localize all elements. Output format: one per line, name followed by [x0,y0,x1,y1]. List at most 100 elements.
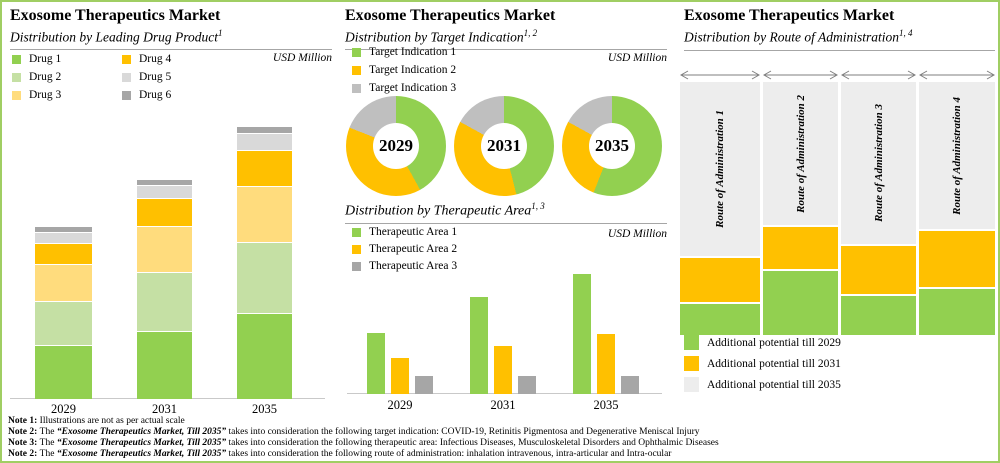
legend-item-label: Additional potential till 2029 [707,336,841,349]
legend-swatch-icon [12,54,21,64]
column-segment-2031 [763,227,838,269]
legend-swatch-icon [352,261,361,271]
panel-target-indication-header: Exosome Therapeutics Market Distribution… [345,7,667,64]
column-segment-2035: Route of Administration 3 [841,82,916,244]
legend-item: Additional potential till 2031 [684,356,841,371]
bar-segment [35,302,92,345]
column-rotated-label: Route of Administration 3 [872,104,885,222]
column-segment-2031 [680,258,760,302]
grouped-bar [494,346,512,394]
legend-item: Drug 1 [12,53,61,65]
legend-item-label: Drug 2 [29,71,62,83]
stacked-bar [35,122,92,399]
legend-swatch-icon [684,335,699,350]
footnotes: Note 1: Illustrations are not as per act… [8,416,998,460]
panel-subtitle: Distribution by Target Indication1, 2 [345,25,667,46]
stacked-column: Route of Administration 4 [919,82,995,335]
legend-swatch-icon [352,244,361,254]
legend-item-label: Additional potential till 2035 [707,378,841,391]
subtitle-footnote-marker: 1 [218,28,223,38]
donut-chart: 2029 [346,96,446,196]
footnote-line: Note 2: The “Exosome Therapeutics Market… [8,427,700,437]
grouped-bar-chart-therapeutic-area: 2029 2031 2035 [347,267,662,412]
bar-segment [137,180,192,185]
bar-segment [237,187,292,242]
bar-segment [237,127,292,133]
legend-item: Target Indication 2 [352,64,456,76]
column-segment-2035: Route of Administration 4 [919,82,995,229]
donut-charts-target-indication: 2029 2031 2035 [346,96,662,196]
panel-route-administration-header: Exosome Therapeutics Market Distribution… [684,7,995,51]
legend-swatch-icon [122,54,131,64]
unit-label: USD Million [272,51,332,64]
market-name: “Exosome Therapeutics Market, Till 2035” [56,449,227,459]
legend-therapeutic-area: Therapeutic Area 1 Therapeutic Area 2 Ther… [352,226,572,280]
bar-segment [237,151,292,186]
stacked-column: Route of Administration 2 [763,82,838,335]
footnote-label: Note 2: [8,449,40,459]
unit-label: USD Million [607,51,667,64]
donut-year-label: 2031 [487,136,521,155]
legend-swatch-icon [352,65,361,75]
legend-item-label: Therapeutic Area 1 [369,226,458,238]
grouped-bar [470,297,488,394]
double-arrow-icon [840,68,917,86]
bar-segment [35,227,92,232]
panel-subtitle: Distribution by Leading Drug Product1 [10,25,332,46]
footnote-line: Note 3: The “Exosome Therapeutics Market… [8,438,719,448]
legend-item-label: Target Indication 1 [369,46,457,58]
column-rotated-label: Route of Administration 4 [951,96,963,215]
column-segment-2035: Route of Administration 2 [763,82,838,225]
grouped-bar [621,376,639,394]
donut-year-label: 2035 [595,136,629,155]
donut-hole [481,123,527,169]
bar-segment [137,332,192,399]
x-tick-label: 2029 [51,402,76,416]
x-tick-label: 2031 [490,398,516,412]
legend-route-administration: Additional potential till 2029 Additional… [684,335,984,397]
subtitle-text: Distribution by Route of Administration [684,29,900,45]
column-rotated-label: Route of Administration 2 [794,94,807,213]
legend-item-label: Drug 1 [29,53,62,65]
legend-item: Drug 5 [122,71,171,83]
legend-item: Additional potential till 2035 [684,377,841,392]
bar-segment [237,314,292,399]
legend-item-label: Additional potential till 2031 [707,357,841,370]
stacked-column: Route of Administration 3 [841,82,916,335]
divider [345,48,667,50]
bar-segment [237,243,292,313]
bar-segment [137,199,192,226]
subtitle-footnote-marker: 1, 4 [899,28,913,38]
donut-hole [373,123,419,169]
legend-item: Drug 4 [122,53,171,65]
grouped-bar [518,376,536,394]
bar-segment [35,265,92,301]
market-name: “Exosome Therapeutics Market, Till 2035” [56,427,227,437]
footnote-label: Note 2: [8,427,40,437]
subtitle-text: Distribution by Therapeutic Area [345,203,532,219]
column-segment-2029 [680,304,760,335]
panel-leading-drug-header: Exosome Therapeutics Market Distribution… [10,7,332,64]
x-tick-label: 2029 [387,398,413,412]
footnote-line: Note 2: The “Exosome Therapeutics Market… [8,449,672,459]
legend-item: Therapeutic Area 2 [352,243,457,255]
stacked-bar [237,122,292,399]
donut-chart: 2035 [562,96,662,196]
bar-segment [137,227,192,272]
bar-segment [137,273,192,331]
column-segment-2029 [763,271,838,335]
grouped-bar [391,358,409,394]
column-segment-2031 [919,231,995,287]
grouped-bar [367,333,385,394]
bar-segment [35,233,92,243]
panel-subtitle: Distribution by Therapeutic Area1, 3 [345,198,667,220]
subtitle-footnote-marker: 1, 3 [531,201,545,211]
x-tick-label: 2035 [593,398,619,412]
double-arrow-icon [679,68,761,86]
subtitle-text: Distribution by Target Indication [345,29,524,45]
bar-segment [35,244,92,264]
legend-swatch-icon [122,90,131,100]
column-segment-2031 [841,246,916,294]
bar-segment [137,186,192,198]
